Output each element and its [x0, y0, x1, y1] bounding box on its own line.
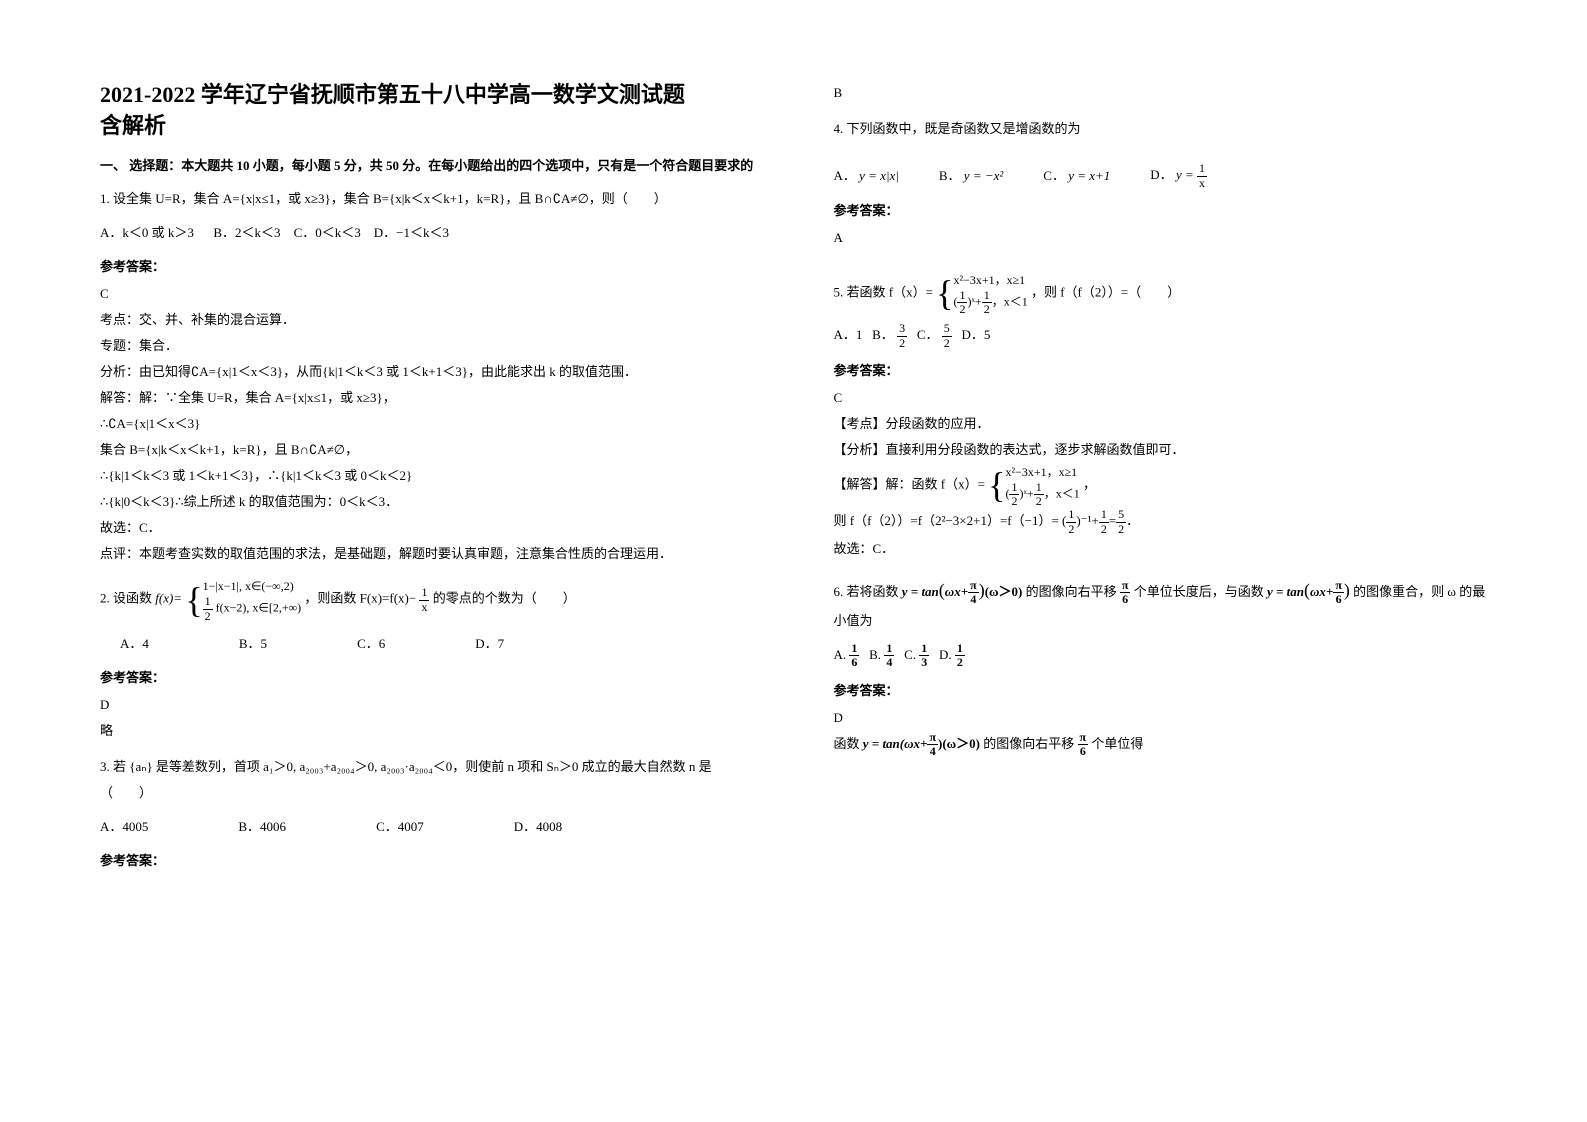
- q6-ans-body-post: 个单位得: [1091, 736, 1143, 751]
- q1-optD: D．−1＜k＜3: [374, 225, 449, 240]
- q5-piece1: x²−3x+1，x≥1: [953, 271, 1027, 289]
- q2-optB: B．5: [239, 631, 267, 657]
- doc-title: 2021-2022 学年辽宁省抚顺市第五十八中学高一数学文测试题 含解析: [100, 80, 754, 142]
- q5-ans-l3-pre: 【解答】解：函数 f（x）=: [834, 476, 989, 491]
- q6-ans-body-mid: 的图像向右平移: [983, 736, 1077, 751]
- q3-stem: 3. 若 {aₙ} 是等差数列，首项 a₁＞0, a₂₀₀₃+a₂₀₀₄＞0, …: [100, 754, 754, 806]
- question-1: 1. 设全集 U=R，集合 A={x|x≤1，或 x≥3}，集合 B={x|k＜…: [100, 186, 754, 246]
- q1-ans-l5: ∴∁A={x|1＜x＜3}: [100, 411, 754, 437]
- q2-ans-letter: D: [100, 692, 754, 718]
- q2-piecewise: { 1−|x−1|, x∈(−∞,2) 12 f(x−2), x∈[2,+∞): [185, 577, 301, 622]
- page: 2021-2022 学年辽宁省抚顺市第五十八中学高一数学文测试题 含解析 一、 …: [0, 0, 1587, 915]
- q5-optB-label: B．: [872, 327, 894, 342]
- q5-ans-l3-post: ，: [1083, 476, 1096, 491]
- q3-optB: B．4006: [238, 814, 286, 840]
- q4-optA-math: y = x|x|: [859, 168, 899, 183]
- q6-answer: D 函数 y = tan(ωx+π4)(ω＞0) 的图像向右平移 π6 个单位得: [834, 705, 1488, 759]
- q5-ans-l4-pre: 则 f（f（2））=f（2²−3×2+1）=f（−1）=: [834, 513, 1063, 528]
- q1-stem: 1. 设全集 U=R，集合 A={x|x≤1，或 x≥3}，集合 B={x|k＜…: [100, 186, 754, 212]
- left-column: 2021-2022 学年辽宁省抚顺市第五十八中学高一数学文测试题 含解析 一、 …: [100, 80, 754, 875]
- q2-stem-pre: 2. 设函数: [100, 591, 155, 606]
- q5-answer: C 【考点】分段函数的应用． 【分析】直接利用分段函数的表达式，逐步求解函数值即…: [834, 385, 1488, 562]
- q4-optC-math: y = x+1: [1068, 168, 1110, 183]
- q2-stem-mid: ，则函数 F(x)=f(x)−: [304, 591, 416, 606]
- q4-answer-label: 参考答案：: [834, 200, 1488, 219]
- q5-optD: D．5: [961, 327, 990, 342]
- title-line1: 2021-2022 学年辽宁省抚顺市第五十八中学高一数学文测试题: [100, 82, 685, 107]
- q5-optC-label: C．: [917, 327, 939, 342]
- q4-stem: 4. 下列函数中，既是奇函数又是增函数的为: [834, 116, 1488, 142]
- q6-ans-letter: D: [834, 705, 1488, 731]
- q6-stem-mid1: 的图像向右平移: [1026, 584, 1120, 599]
- q3-optC: C．4007: [376, 814, 424, 840]
- q4-ans-letter: A: [834, 225, 1488, 251]
- q1-ans-l1: 考点：交、并、补集的混合运算．: [100, 307, 754, 333]
- q2-optC: C．6: [357, 631, 385, 657]
- q6-optA-label: A.: [834, 647, 847, 662]
- q5-optA: A．1: [834, 327, 863, 342]
- q2-optD: D．7: [475, 631, 504, 657]
- q4-optB-label: B．: [939, 168, 961, 183]
- q2-optA: A．4: [120, 631, 149, 657]
- q1-ans-letter: C: [100, 281, 754, 307]
- q4-optD-math-pre: y =: [1176, 167, 1197, 182]
- q2-stem-post: 的零点的个数为（ ）: [433, 591, 576, 606]
- q1-ans-l6: 集合 B={x|k＜x＜k+1，k=R}，且 B∩∁A≠∅，: [100, 437, 754, 463]
- q5-ans-piecewise: { x²−3x+1，x≥1 (12)ˣ+12，x＜1: [988, 463, 1080, 508]
- q5-stem-pre: 5. 若函数 f（x）=: [834, 284, 937, 299]
- q1-ans-l7: ∴{k|1＜k＜3 或 1＜k+1＜3}，∴{k|1＜k＜3 或 0＜k＜2}: [100, 463, 754, 489]
- title-line2: 含解析: [100, 113, 166, 138]
- q5-stem-post: ，则 f（f（2））=（ ）: [1031, 284, 1180, 299]
- q4-answer: A: [834, 225, 1488, 251]
- q2-answer-label: 参考答案：: [100, 667, 754, 686]
- q5-answer-label: 参考答案：: [834, 360, 1488, 379]
- q1-ans-l9: 故选：C．: [100, 515, 754, 541]
- question-4: 4. 下列函数中，既是奇函数又是增函数的为 A． y = x|x| B． y =…: [834, 116, 1488, 190]
- question-2: 2. 设函数 f(x)= { 1−|x−1|, x∈(−∞,2) 12 f(x−…: [100, 577, 754, 656]
- q6-optC-label: C.: [904, 647, 916, 662]
- q1-optC: C．0＜k＜3: [294, 225, 361, 240]
- q5-ans-l2: 【分析】直接利用分段函数的表达式，逐步求解函数值即可．: [834, 437, 1488, 463]
- question-6: 6. 若将函数 y = tan(ωx+π4)(ω＞0) 的图像向右平移 π6 个…: [834, 572, 1488, 670]
- question-3: 3. 若 {aₙ} 是等差数列，首项 a₁＞0, a₂₀₀₃+a₂₀₀₄＞0, …: [100, 754, 754, 840]
- q5-ans-l1: 【考点】分段函数的应用．: [834, 411, 1488, 437]
- q1-answer: C 考点：交、并、补集的混合运算． 专题：集合． 分析：由已知得∁A={x|1＜…: [100, 281, 754, 567]
- q5-ans-letter: C: [834, 385, 1488, 411]
- q1-ans-l8: ∴{k|0＜k＜3}∴综上所述 k 的取值范围为：0＜k＜3．: [100, 489, 754, 515]
- q4-optB-math: y = −x²: [964, 168, 1003, 183]
- q1-ans-l10: 点评：本题考查实数的取值范围的求法，是基础题，解题时要认真审题，注意集合性质的合…: [100, 541, 754, 567]
- right-column: B 4. 下列函数中，既是奇函数又是增函数的为 A． y = x|x| B． y…: [834, 80, 1488, 875]
- q5-ans-l5: 故选：C．: [834, 536, 1488, 562]
- q4-optA-label: A．: [834, 168, 856, 183]
- q1-ans-l2: 专题：集合．: [100, 333, 754, 359]
- q2-piece1: 1−|x−1|, x∈(−∞,2): [203, 577, 302, 595]
- q3-answer: B: [834, 80, 1488, 106]
- q3-optD: D．4008: [514, 814, 562, 840]
- q3-answer-label: 参考答案：: [100, 850, 754, 869]
- q1-optA: A．k＜0 或 k＞3: [100, 225, 194, 240]
- q1-ans-l3: 分析：由已知得∁A={x|1＜x＜3}，从而{k|1＜k＜3 或 1＜k+1＜3…: [100, 359, 754, 385]
- q6-stem-mid2: 个单位长度后，与函数: [1134, 584, 1267, 599]
- q2-ans-body: 略: [100, 718, 754, 744]
- q5-piecewise: { x²−3x+1，x≥1 (12)ˣ+12，x＜1: [936, 271, 1028, 316]
- q1-answer-label: 参考答案：: [100, 256, 754, 275]
- question-5: 5. 若函数 f（x）= { x²−3x+1，x≥1 (12)ˣ+12，x＜1 …: [834, 271, 1488, 350]
- q3-ans-letter: B: [834, 80, 1488, 106]
- q2-piece2-post: f(x−2), x∈[2,+∞): [216, 601, 302, 615]
- q4-optC-label: C．: [1043, 168, 1065, 183]
- q4-optD-label: D．: [1150, 167, 1172, 182]
- q6-optD-label: D.: [939, 647, 952, 662]
- q3-optA: A．4005: [100, 814, 148, 840]
- q6-optB-label: B.: [869, 647, 881, 662]
- q6-answer-label: 参考答案：: [834, 680, 1488, 699]
- q6-stem-pre: 6. 若将函数: [834, 584, 902, 599]
- q6-ans-body-pre: 函数: [834, 736, 863, 751]
- q2-answer: D 略: [100, 692, 754, 744]
- q1-optB: B．2＜k＜3: [213, 225, 280, 240]
- q1-ans-l4: 解答：解：∵全集 U=R，集合 A={x|x≤1，或 x≥3}，: [100, 385, 754, 411]
- section1-header: 一、 选择题：本大题共 10 小题，每小题 5 分，共 50 分。在每小题给出的…: [100, 156, 754, 177]
